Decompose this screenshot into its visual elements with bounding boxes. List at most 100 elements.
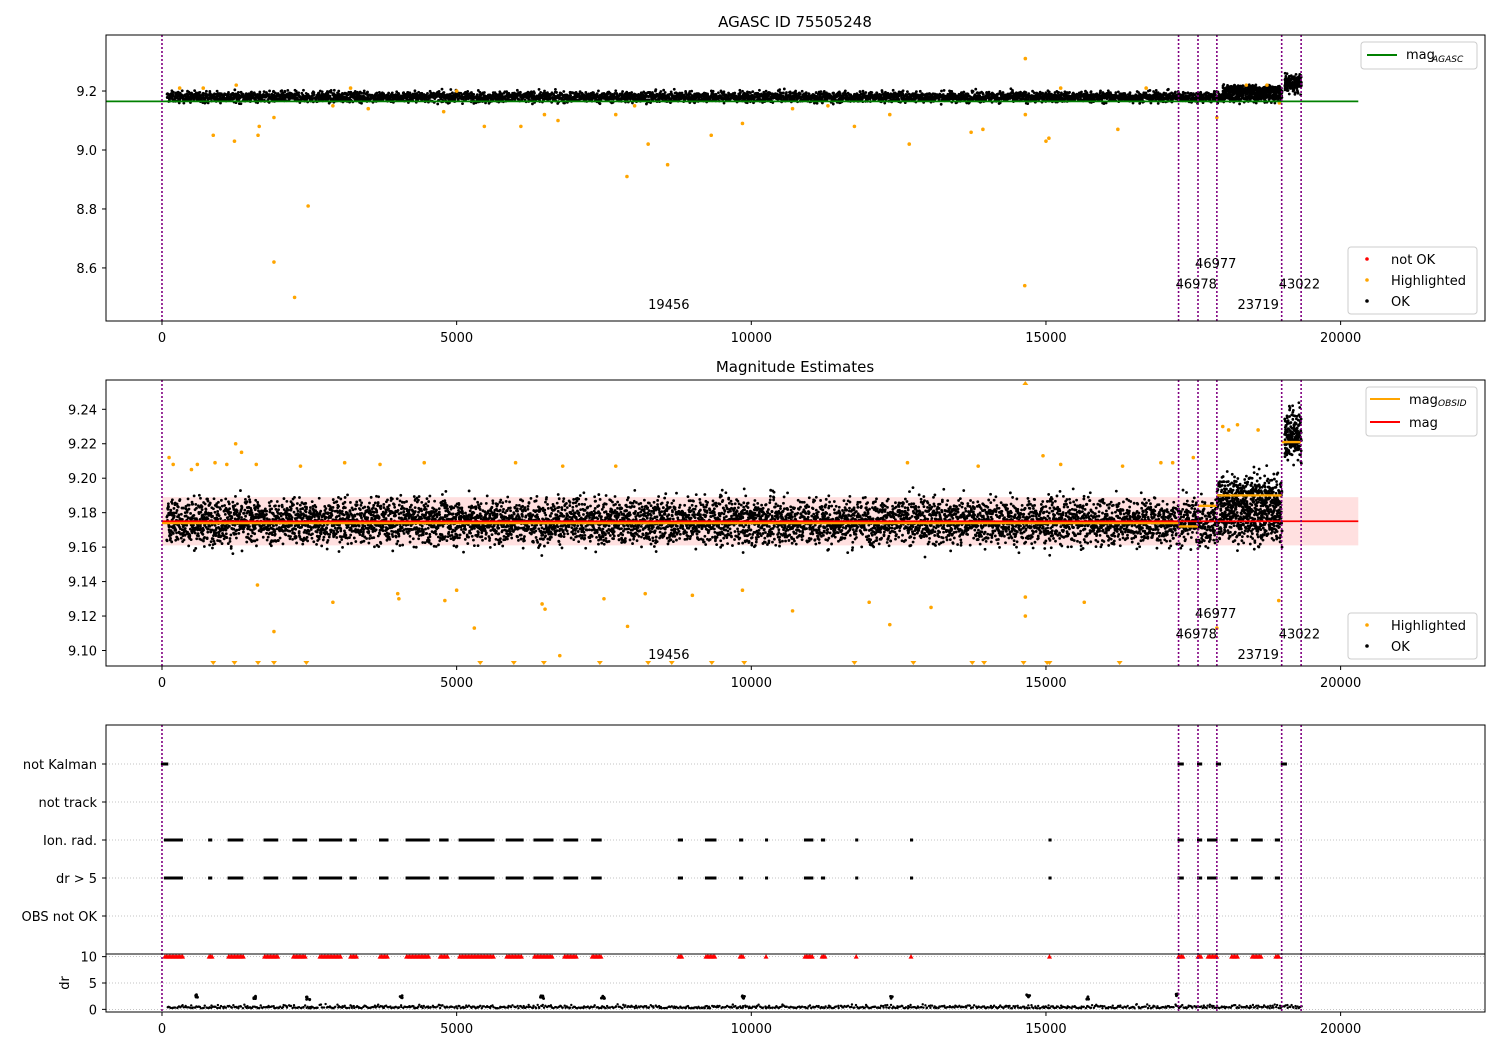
ok-data-point xyxy=(662,88,666,92)
ok-data-point xyxy=(437,89,441,93)
ok-data-point xyxy=(1057,90,1061,94)
ok-data-point xyxy=(205,89,208,93)
ok-data-point xyxy=(193,89,197,93)
ok-data-point xyxy=(172,90,175,94)
ok-data-point xyxy=(804,91,808,95)
ok-data-point xyxy=(390,91,394,95)
ok-data-point xyxy=(297,91,301,95)
ok-data-point xyxy=(362,89,366,93)
ok-data-point xyxy=(843,89,847,93)
ok-data-point xyxy=(286,88,290,92)
ok-data-point xyxy=(918,89,922,93)
ok-data-point xyxy=(426,92,429,95)
ok-data-point xyxy=(1166,87,1170,91)
ok-data-point xyxy=(751,90,755,93)
ok-data-point xyxy=(194,91,198,95)
ok-data-point xyxy=(940,89,943,93)
ok-data-point xyxy=(831,102,835,106)
ok-data-point xyxy=(482,91,486,94)
ok-data-point xyxy=(180,89,184,93)
ok-data-point xyxy=(375,91,379,95)
ok-data-point xyxy=(366,90,369,94)
ok-data-point xyxy=(387,91,391,95)
ok-data-point xyxy=(1238,102,1241,106)
ok-data-point xyxy=(906,90,909,93)
ok-data-point xyxy=(283,89,287,93)
ok-data-point xyxy=(302,88,305,92)
ok-data-point xyxy=(738,88,742,92)
ok-data-point xyxy=(962,90,966,94)
ok-data-point xyxy=(192,97,196,101)
ok-data-point xyxy=(819,90,823,93)
panel-1-title: AGASC ID 75505248 xyxy=(718,13,872,31)
ok-data-point xyxy=(475,93,479,97)
ok-data-point xyxy=(1001,91,1005,94)
ok-data-point xyxy=(1011,88,1014,92)
ok-data-point xyxy=(267,93,271,96)
ok-data-point xyxy=(233,88,237,92)
ok-data-point xyxy=(782,87,786,91)
ok-data-point xyxy=(1026,102,1030,106)
ok-data-point xyxy=(442,91,446,94)
ok-data-point xyxy=(1184,91,1187,95)
ok-data-point xyxy=(554,87,557,91)
ok-data-point xyxy=(758,88,761,92)
ok-data-point xyxy=(1047,90,1051,94)
ok-data-point xyxy=(227,91,230,94)
ok-data-point xyxy=(268,89,271,93)
ok-data-point xyxy=(1154,88,1158,92)
ok-data-point xyxy=(328,94,332,98)
ok-data-point xyxy=(615,91,619,95)
ok-data-point xyxy=(942,89,946,92)
ok-data-point xyxy=(1032,91,1036,95)
ok-data-point xyxy=(1089,90,1093,94)
ok-data-point xyxy=(778,88,782,92)
ok-data-point xyxy=(449,88,453,91)
ok-data-point xyxy=(440,87,444,91)
ok-data-point xyxy=(690,89,694,93)
ok-data-point xyxy=(320,90,324,94)
ok-data-point xyxy=(360,91,363,95)
ok-data-point xyxy=(891,88,895,92)
ok-data-point xyxy=(1068,91,1071,94)
ok-data-point xyxy=(332,88,336,92)
ok-data-point xyxy=(312,91,316,94)
ok-data-point xyxy=(1114,91,1118,95)
ok-data-point xyxy=(346,93,350,97)
ok-data-point xyxy=(1024,91,1028,94)
ok-data-point xyxy=(310,97,314,101)
ok-data-point xyxy=(201,91,205,95)
ok-data-point xyxy=(981,93,985,96)
ok-data-point xyxy=(614,89,618,93)
ok-data-point xyxy=(1156,102,1160,105)
ok-data-point xyxy=(971,89,975,93)
ok-data-point xyxy=(515,88,519,92)
ok-data-point xyxy=(569,94,572,97)
ok-data-point xyxy=(621,90,625,93)
ok-data-point xyxy=(219,101,222,105)
ok-data-point xyxy=(1027,92,1031,96)
ok-data-point xyxy=(733,91,737,95)
ok-data-point xyxy=(901,89,905,93)
ok-data-point xyxy=(182,101,186,105)
ok-data-point xyxy=(215,89,219,93)
ok-data-point xyxy=(413,89,417,93)
ok-data-point xyxy=(555,91,558,94)
ok-data-point xyxy=(815,101,819,105)
ok-data-point xyxy=(798,92,802,96)
ok-data-point xyxy=(562,90,566,93)
ok-data-point xyxy=(717,91,720,95)
ok-data-point xyxy=(914,90,918,94)
ok-data-point xyxy=(198,91,202,94)
ok-data-point xyxy=(1099,89,1102,93)
ok-data-point xyxy=(1241,84,1245,88)
ok-data-point xyxy=(864,91,868,94)
ok-data-point xyxy=(466,89,470,93)
ok-data-point xyxy=(711,89,715,93)
ok-data-point xyxy=(672,87,676,91)
ok-data-point xyxy=(537,87,541,91)
ok-data-point xyxy=(239,102,243,106)
ok-data-point xyxy=(870,91,874,94)
